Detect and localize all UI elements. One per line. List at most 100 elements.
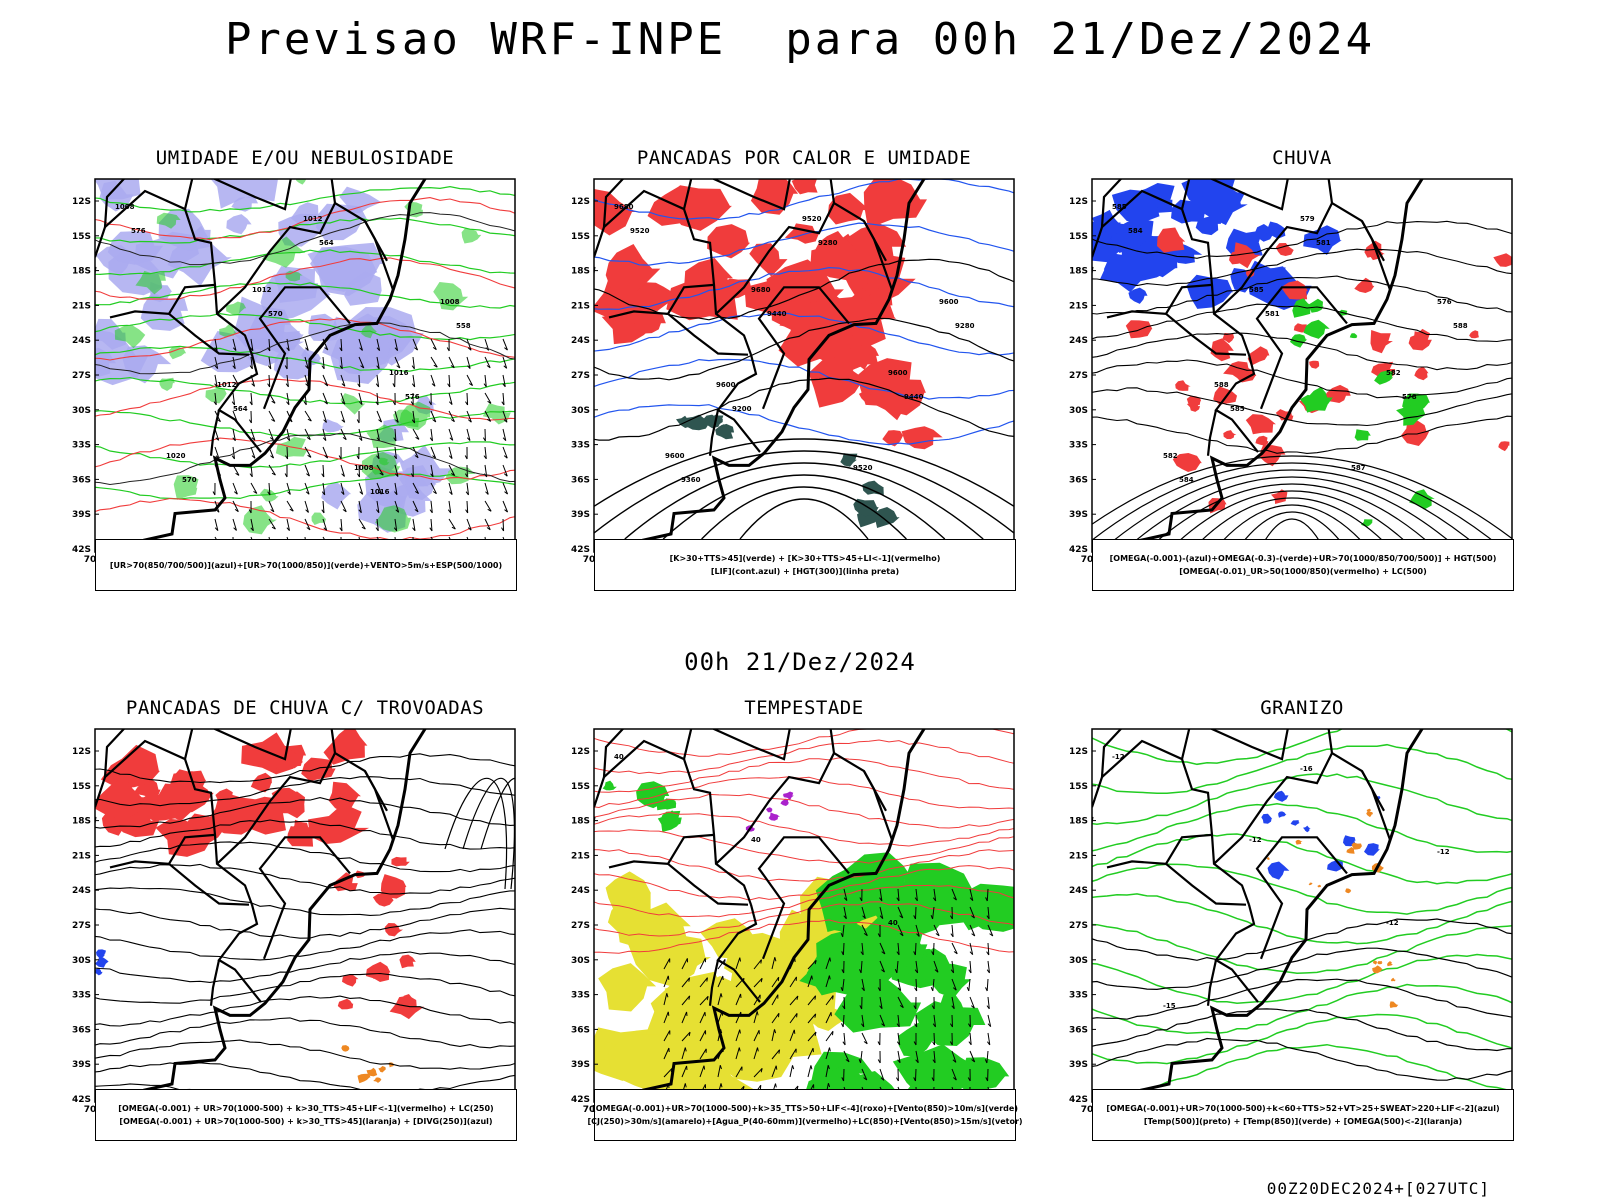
wind-vector [735, 957, 741, 970]
contour-label: 1008 [440, 298, 460, 306]
contour-line [1092, 729, 1512, 766]
wind-vector [717, 959, 726, 970]
field-blob [310, 246, 378, 292]
contour-line [594, 311, 1014, 356]
wind-vector [914, 1014, 918, 1028]
wind-vector [842, 1032, 846, 1046]
field-blob [780, 798, 789, 806]
wind-vector [699, 977, 708, 988]
contour-line [95, 995, 515, 1027]
wind-vector [285, 446, 289, 460]
wind-vector [879, 1014, 886, 1027]
lat-tick-label: 18S [571, 267, 590, 277]
wind-vector [985, 978, 989, 992]
wind-vector [412, 518, 416, 532]
wind-vector [392, 374, 396, 388]
wind-vector [304, 446, 312, 458]
lat-tick-label: 27S [571, 371, 590, 381]
wind-vector [394, 464, 399, 477]
contour-line [1092, 462, 1504, 550]
wind-vector [968, 960, 972, 974]
wind-vector [392, 392, 396, 406]
wind-vector [681, 995, 691, 1006]
wind-vector [663, 975, 670, 988]
contour-label: 1016 [389, 369, 409, 377]
wind-vector [501, 392, 505, 406]
map-frame [1091, 728, 1513, 1103]
contour-line [1092, 1037, 1512, 1081]
wind-vector [717, 993, 723, 1006]
wind-vector [394, 410, 399, 423]
legend-box: [K>30+TTS>45](verde) + [K>30+TTS>45+LI<-… [594, 539, 1016, 591]
field-blob [862, 480, 885, 496]
wind-vector [663, 1047, 670, 1060]
contour-label: 588 [1453, 322, 1468, 330]
wind-vector [699, 995, 709, 1006]
field-blob [365, 961, 391, 982]
wind-vector [914, 978, 918, 992]
wind-vector [879, 942, 886, 955]
field-blob [215, 788, 237, 808]
wind-vector [214, 518, 219, 532]
contour-line [95, 257, 515, 300]
wind-vector [502, 410, 508, 423]
wind-vector [915, 924, 920, 937]
contour-line [95, 1017, 515, 1049]
wind-vector [877, 978, 881, 992]
field-blob [863, 179, 927, 229]
contour-label: 1012 [252, 286, 272, 294]
field-blob [1366, 808, 1372, 812]
field-blob [766, 807, 773, 813]
wind-vector [429, 500, 433, 514]
lat-tick-label: 12S [1069, 197, 1088, 207]
wind-vector [932, 1014, 936, 1028]
wind-vector [932, 1050, 936, 1064]
panel-title: UMIDADE E/OU NEBULOSIDADE [155, 147, 455, 169]
contour-line [594, 901, 1014, 937]
lat-tick-label: 15S [571, 232, 590, 242]
panel-title: GRANIZO [1260, 697, 1344, 719]
lat-tick-label: 33S [1069, 991, 1088, 1001]
field-blob [1171, 199, 1205, 224]
wind-vector [412, 428, 420, 440]
wind-vector [681, 1031, 691, 1042]
lat-tick-label: 21S [571, 301, 590, 311]
field-blob [750, 179, 799, 215]
field-blob [1290, 820, 1300, 826]
lat-tick-label: 27S [1069, 371, 1088, 381]
wind-vector [465, 482, 469, 496]
wind-vector [951, 996, 955, 1010]
wind-vector [286, 428, 291, 442]
contour-line [95, 776, 515, 807]
field-blob [858, 389, 881, 405]
field-blob [1237, 368, 1257, 383]
field-blob [1292, 298, 1316, 318]
wind-vector [913, 996, 917, 1010]
contour-line [1237, 511, 1347, 550]
field-blob [461, 227, 482, 244]
field-blob [1309, 298, 1324, 313]
wind-vector [411, 356, 415, 370]
contour-line [95, 282, 515, 309]
wind-vector [249, 464, 253, 478]
field-blob [342, 974, 359, 987]
wind-vector [789, 976, 797, 988]
field-blob [1396, 404, 1426, 426]
field-blob [361, 452, 401, 480]
wind-vector [268, 518, 276, 530]
lat-tick-label: 12S [571, 747, 590, 757]
wind-vector [825, 1065, 830, 1078]
wind-vector [681, 958, 688, 970]
legend-text: [K>30+TTS>45](verde) + [K>30+TTS>45+LI<-… [669, 554, 941, 563]
field-blob [628, 924, 703, 988]
field-blob [865, 879, 954, 939]
field-blob [322, 419, 344, 433]
field-blob [1111, 228, 1147, 256]
wind-vector [430, 338, 437, 351]
field-blob [95, 968, 103, 976]
wind-vector [430, 410, 437, 423]
wind-vector [502, 500, 509, 513]
contour-line [1092, 953, 1512, 1004]
wind-vector [931, 1068, 935, 1082]
wind-vector [861, 924, 868, 937]
